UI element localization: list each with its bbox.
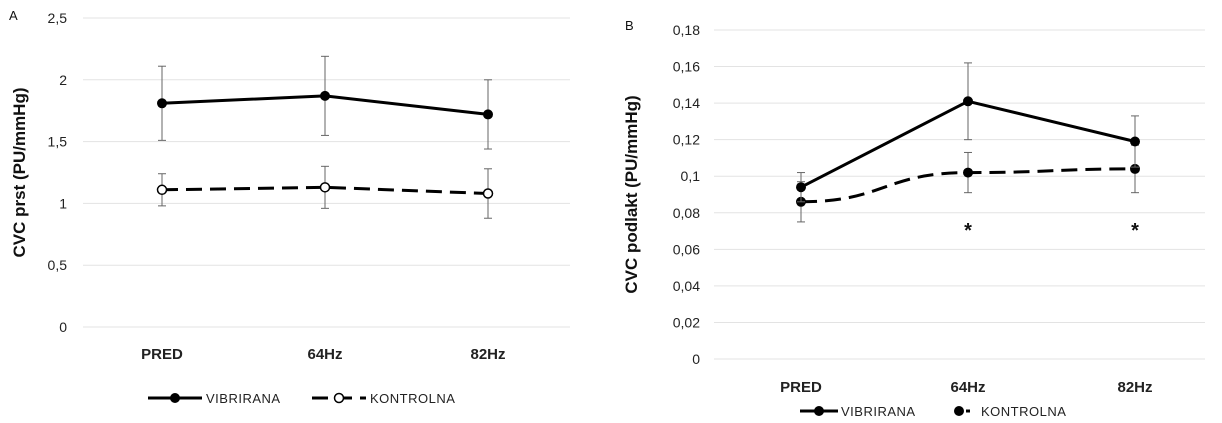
panel-label: B (625, 18, 634, 33)
data-point (483, 109, 493, 119)
data-point (1130, 136, 1140, 146)
legend: VIBRIRANA KONTROLNA (800, 404, 1066, 419)
legend-label: VIBRIRANA (841, 404, 916, 419)
legend-label: VIBRIRANA (206, 391, 281, 406)
chart-panel-a: A 0 0,5 1 1,5 2 2,5 CVC prst (PU/mmHg) PRED 64Hz 8… (9, 8, 570, 406)
data-point (157, 98, 167, 108)
x-tick-label: 64Hz (950, 379, 985, 396)
y-tick-label: 0,1 (681, 168, 701, 184)
chart-panel-b: B 0 0,02 0,04 0,06 0,08 0,1 0,12 0,14 0,16 0,18 CVC… (622, 18, 1205, 419)
y-tick-label: 0,02 (673, 314, 700, 330)
significance-marker: * (964, 220, 972, 242)
series-kontrolna (796, 145, 1140, 222)
y-tick-label: 0,08 (673, 205, 700, 221)
y-tick-label: 0,16 (673, 59, 700, 75)
y-tick-label: 0 (692, 351, 700, 367)
y-tick-label: 0,04 (673, 278, 700, 294)
data-point (796, 182, 806, 192)
data-point (321, 183, 330, 192)
data-point (320, 91, 330, 101)
panel-label: A (9, 8, 18, 23)
y-axis-label: CVC podlakt (PU/mmHg) (622, 95, 641, 293)
y-tick-label: 2 (59, 72, 67, 88)
y-tick-label: 0,12 (673, 132, 700, 148)
series-kontrolna (158, 166, 493, 218)
legend-marker (814, 406, 824, 416)
x-tick-label: 82Hz (470, 346, 505, 363)
y-axis-label: CVC prst (PU/mmHg) (10, 87, 29, 257)
legend: VIBRIRANA KONTROLNA (148, 391, 455, 406)
significance-marker: * (1131, 220, 1139, 242)
y-tick-label: 1,5 (48, 134, 68, 150)
x-tick-label: 82Hz (1117, 379, 1152, 396)
y-tick-label: 1 (59, 195, 67, 211)
legend-marker (335, 394, 344, 403)
y-tick-label: 0,06 (673, 241, 700, 257)
x-tick-label: PRED (141, 346, 183, 363)
data-point (963, 96, 973, 106)
y-tick-label: 0,14 (673, 95, 700, 111)
x-tick-label: PRED (780, 379, 822, 396)
data-point (158, 185, 167, 194)
data-point (963, 168, 973, 178)
x-tick-label: 64Hz (307, 346, 342, 363)
legend-label: KONTROLNA (981, 404, 1066, 419)
legend-marker (954, 406, 964, 416)
y-tick-label: 0 (59, 319, 67, 335)
legend-label: KONTROLNA (370, 391, 455, 406)
legend-marker (170, 393, 180, 403)
series-vibrirana (157, 56, 493, 149)
y-tick-label: 0,5 (48, 257, 68, 273)
y-tick-label: 0,18 (673, 22, 700, 38)
data-point (484, 189, 493, 198)
y-tick-label: 2,5 (48, 10, 68, 26)
